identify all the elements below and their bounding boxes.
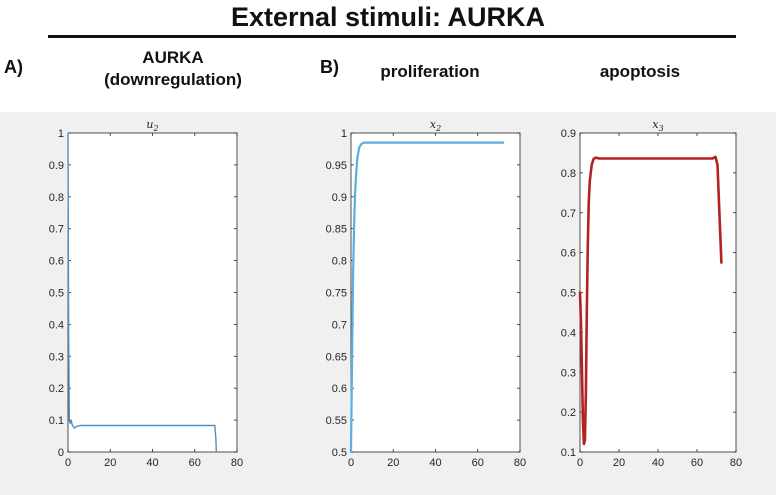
y-tick-label: 1 [341,128,347,140]
chart-x3: x3 0 20 40 60 80 0.1 0.2 0.3 0.4 0.5 0.6 0.7 0.8 0.9 [561,118,742,469]
y-tick-label: 0.7 [561,208,576,220]
y-tick-label: 0.6 [49,256,64,268]
panel-b-heading-apoptosis: apoptosis [599,62,681,81]
y-tick-label: 0.65 [326,351,347,363]
plot-title: x2 [430,118,441,133]
x-tick-label: 20 [104,457,116,469]
x-tick-label: 0 [65,457,71,469]
series-line [67,132,218,453]
y-tick-label: 0.9 [49,160,64,172]
panel-a-letter: A) [4,57,23,77]
x-tick-label: 0 [348,457,354,469]
y-tick-label: 0.6 [561,248,576,260]
x-tick-label: 60 [189,457,201,469]
y-tick-label: 0.7 [49,224,64,236]
y-tick-label: 0.85 [326,224,347,236]
y-tick-label: 0.6 [332,383,347,395]
y-tick-label: 0.1 [49,415,64,427]
y-tick-label: 0.9 [332,192,347,204]
x-tick-label: 20 [387,457,399,469]
y-tick-label: 0.5 [332,447,347,459]
plot-title: x3 [652,118,663,133]
x-tick-label: 80 [514,457,526,469]
x-tick-label: 60 [691,457,703,469]
series-line [349,141,505,454]
y-tick-label: 0.3 [561,367,576,379]
chart-x2: x2 0 20 40 60 80 0.5 0.55 0.6 0.65 0.7 0.75 0.8 0.85 0… [326,118,527,469]
panel-a-heading: AURKA (downregulation) [68,47,278,91]
x-tick-label: 40 [652,457,664,469]
plot-title: u2 [146,118,158,133]
x-tick-label: 40 [146,457,158,469]
x-tick-label: 0 [577,457,583,469]
y-tick-label: 0.2 [49,383,64,395]
y-tick-label: 0.3 [49,351,64,363]
x-tick-label: 60 [472,457,484,469]
y-tick-label: 0.5 [561,288,576,300]
plot-area [579,132,737,453]
panel-b-heading-proliferation: proliferation [380,62,480,81]
panel-a-heading-line2: (downregulation) [104,70,242,89]
plot-area [67,132,238,453]
y-tick-label: 0.1 [561,447,576,459]
y-tick-label: 0.75 [326,288,347,300]
figure-title: External stimuli: AURKA [230,2,546,32]
x-tick-label: 20 [613,457,625,469]
x-tick-label: 80 [231,457,243,469]
chart-u2: u2 0 20 40 60 80 0 0.1 0.2 0.3 0.4 0.5 0.6 0.7 0.8 0.9 1 [49,118,243,469]
y-tick-label: 0.2 [561,407,576,419]
y-tick-label: 0.8 [561,168,576,180]
y-tick-label: 0.55 [326,415,347,427]
y-tick-label: 0.5 [49,288,64,300]
y-tick-label: 0.7 [332,319,347,331]
panel-b-letter: B) [320,57,339,77]
series-line [578,155,723,446]
y-tick-label: 0.9 [561,128,576,140]
title-underline [48,35,736,38]
y-tick-label: 0.8 [49,192,64,204]
y-tick-label: 0.4 [561,327,576,339]
y-tick-label: 0.8 [332,256,347,268]
y-tick-label: 0.95 [326,160,347,172]
panel-a-heading-line1: AURKA [142,48,204,67]
x-tick-label: 40 [429,457,441,469]
plot-area [350,132,521,453]
y-tick-label: 0.4 [49,319,64,331]
y-tick-label: 0 [58,447,64,459]
y-tick-label: 1 [58,128,64,140]
x-tick-label: 80 [730,457,742,469]
